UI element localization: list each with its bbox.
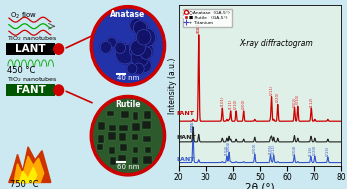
Text: (211): (211) xyxy=(270,84,273,95)
Text: 40 nm: 40 nm xyxy=(117,75,139,81)
Text: (105): (105) xyxy=(269,144,272,154)
Text: (200): (200) xyxy=(253,143,257,153)
Text: O$_2$ flow: O$_2$ flow xyxy=(10,10,38,20)
Circle shape xyxy=(107,37,116,47)
Circle shape xyxy=(139,29,156,46)
Text: X-ray diffractogram: X-ray diffractogram xyxy=(239,39,313,48)
FancyBboxPatch shape xyxy=(6,43,55,55)
Text: (215): (215) xyxy=(326,146,330,156)
Y-axis label: Intensity (a.u.): Intensity (a.u.) xyxy=(168,57,177,114)
Text: (103): (103) xyxy=(225,145,229,155)
Bar xyxy=(145,147,152,153)
Text: (220): (220) xyxy=(313,145,317,155)
Text: (204): (204) xyxy=(292,145,296,155)
Polygon shape xyxy=(14,156,44,182)
Circle shape xyxy=(90,95,166,176)
Circle shape xyxy=(135,40,153,59)
Text: (004): (004) xyxy=(227,141,231,151)
Text: LANT: LANT xyxy=(177,157,195,162)
Text: (116): (116) xyxy=(309,146,313,156)
Bar xyxy=(110,157,116,165)
Bar xyxy=(132,123,141,131)
Circle shape xyxy=(140,47,152,59)
Circle shape xyxy=(100,41,111,53)
Bar xyxy=(133,134,138,140)
Circle shape xyxy=(115,42,126,53)
Text: HANT: HANT xyxy=(177,135,196,140)
Text: (002): (002) xyxy=(293,97,297,107)
Text: Rutile: Rutile xyxy=(115,100,141,109)
Bar xyxy=(121,111,129,118)
Bar xyxy=(119,133,126,141)
Circle shape xyxy=(131,48,149,67)
Text: FANT: FANT xyxy=(16,85,45,95)
Bar xyxy=(143,136,151,142)
Circle shape xyxy=(133,21,147,35)
Bar xyxy=(98,122,105,130)
Bar xyxy=(107,111,114,116)
Text: (112): (112) xyxy=(309,97,313,107)
Bar xyxy=(133,112,138,120)
Circle shape xyxy=(90,6,166,86)
Text: (101): (101) xyxy=(191,121,195,132)
Text: 750 °C: 750 °C xyxy=(10,180,38,189)
Circle shape xyxy=(94,99,162,172)
Bar xyxy=(108,132,116,140)
Bar xyxy=(109,125,116,131)
Bar xyxy=(120,144,127,151)
Legend: ○Anatase  (GA-5°), ■ Rutile   (GA-5°), + Titanium: ○Anatase (GA-5°), ■ Rutile (GA-5°), + Ti… xyxy=(183,9,232,27)
Text: (200): (200) xyxy=(242,98,246,109)
Text: (101): (101) xyxy=(220,96,224,106)
Text: (220): (220) xyxy=(276,92,280,102)
Circle shape xyxy=(54,85,64,95)
Bar xyxy=(97,144,103,150)
Circle shape xyxy=(127,64,137,74)
Bar xyxy=(110,147,115,154)
Circle shape xyxy=(129,40,147,59)
Circle shape xyxy=(130,40,145,56)
Bar xyxy=(143,156,152,164)
Text: LANT: LANT xyxy=(15,44,46,54)
Polygon shape xyxy=(9,147,51,182)
Text: FANT: FANT xyxy=(177,111,194,116)
FancyBboxPatch shape xyxy=(6,84,55,96)
Text: Anatase: Anatase xyxy=(110,10,145,19)
Text: (101): (101) xyxy=(191,119,195,130)
Circle shape xyxy=(130,18,143,33)
Text: (110): (110) xyxy=(197,21,201,32)
Text: 450 °C: 450 °C xyxy=(7,66,35,75)
Circle shape xyxy=(138,22,149,33)
Bar xyxy=(118,155,126,162)
Circle shape xyxy=(133,63,144,75)
Circle shape xyxy=(136,29,151,45)
Circle shape xyxy=(94,9,162,82)
Bar xyxy=(119,125,128,131)
Bar xyxy=(144,111,151,119)
Bar xyxy=(133,147,138,153)
Text: (310): (310) xyxy=(296,94,300,104)
Text: 60 nm: 60 nm xyxy=(117,164,139,170)
Text: (210): (210) xyxy=(234,98,238,109)
X-axis label: 2θ (°): 2θ (°) xyxy=(245,183,275,189)
Circle shape xyxy=(138,58,151,73)
Bar xyxy=(142,121,151,129)
Text: (211): (211) xyxy=(272,144,276,154)
Text: TiO$_2$ nanotubes: TiO$_2$ nanotubes xyxy=(7,75,57,84)
Text: TiO$_2$ nanotubes: TiO$_2$ nanotubes xyxy=(7,34,57,43)
Circle shape xyxy=(54,44,64,54)
Polygon shape xyxy=(19,167,37,182)
Circle shape xyxy=(116,44,134,64)
Text: (111): (111) xyxy=(229,98,233,109)
Text: (110): (110) xyxy=(197,22,201,33)
Bar xyxy=(98,135,104,143)
Bar xyxy=(132,157,138,164)
